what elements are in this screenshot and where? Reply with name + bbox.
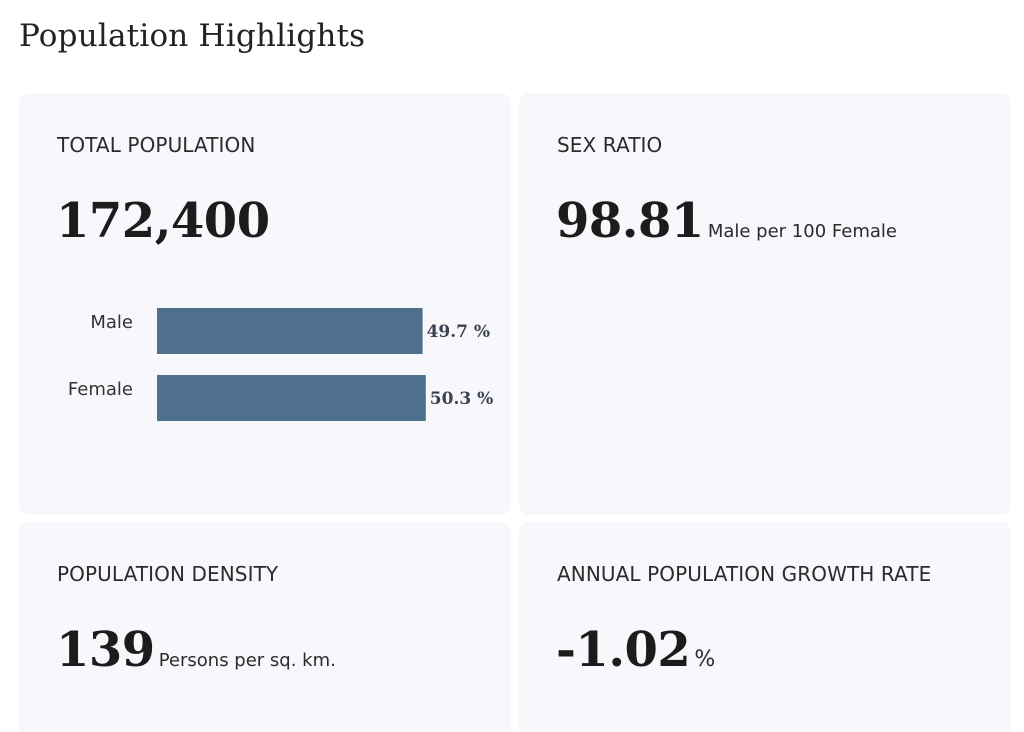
sex-ratio-value: 98.81 (556, 193, 704, 249)
sex-ratio-unit: Male per 100 Female (707, 221, 897, 242)
total-population-label: TOTAL POPULATION (57, 133, 256, 157)
growth-rate-value: -1.02 (556, 622, 691, 678)
bar-value-female: 50.3 % (430, 389, 493, 409)
sex-ratio-label: SEX RATIO (557, 133, 663, 157)
page-title: Population Highlights (19, 18, 366, 54)
growth-rate-unit: % (694, 647, 716, 672)
sex-distribution-bar-chart: Male 49.7 % Female 50.3 % (68, 308, 493, 421)
growth-rate-card: ANNUAL POPULATION GROWTH RATE -1.02% (519, 522, 1011, 732)
sex-ratio-value-row: 98.81 Male per 100 Female (556, 193, 897, 249)
bar-female (157, 375, 426, 421)
population-density-unit: Persons per sq. km. (158, 650, 336, 671)
total-population-value-row: 172,400 (56, 193, 270, 249)
bar-label-male: Male (90, 312, 133, 333)
population-density-label: POPULATION DENSITY (57, 562, 279, 586)
bar-value-male: 49.7 % (427, 322, 490, 342)
total-population-card: TOTAL POPULATION 172,400 Male 49.7 % Femal… (19, 93, 511, 515)
bar-label-female: Female (68, 379, 133, 400)
growth-rate-label: ANNUAL POPULATION GROWTH RATE (557, 562, 932, 586)
sex-ratio-card: SEX RATIO 98.81 Male per 100 Female (519, 93, 1011, 515)
population-density-card: POPULATION DENSITY 139 Persons per sq. km… (19, 522, 511, 732)
growth-rate-value-row: -1.02% (556, 622, 715, 678)
population-density-value: 139 (56, 622, 155, 678)
total-population-value: 172,400 (56, 193, 270, 249)
population-density-value-row: 139 Persons per sq. km. (56, 622, 336, 678)
bar-male (157, 308, 423, 354)
